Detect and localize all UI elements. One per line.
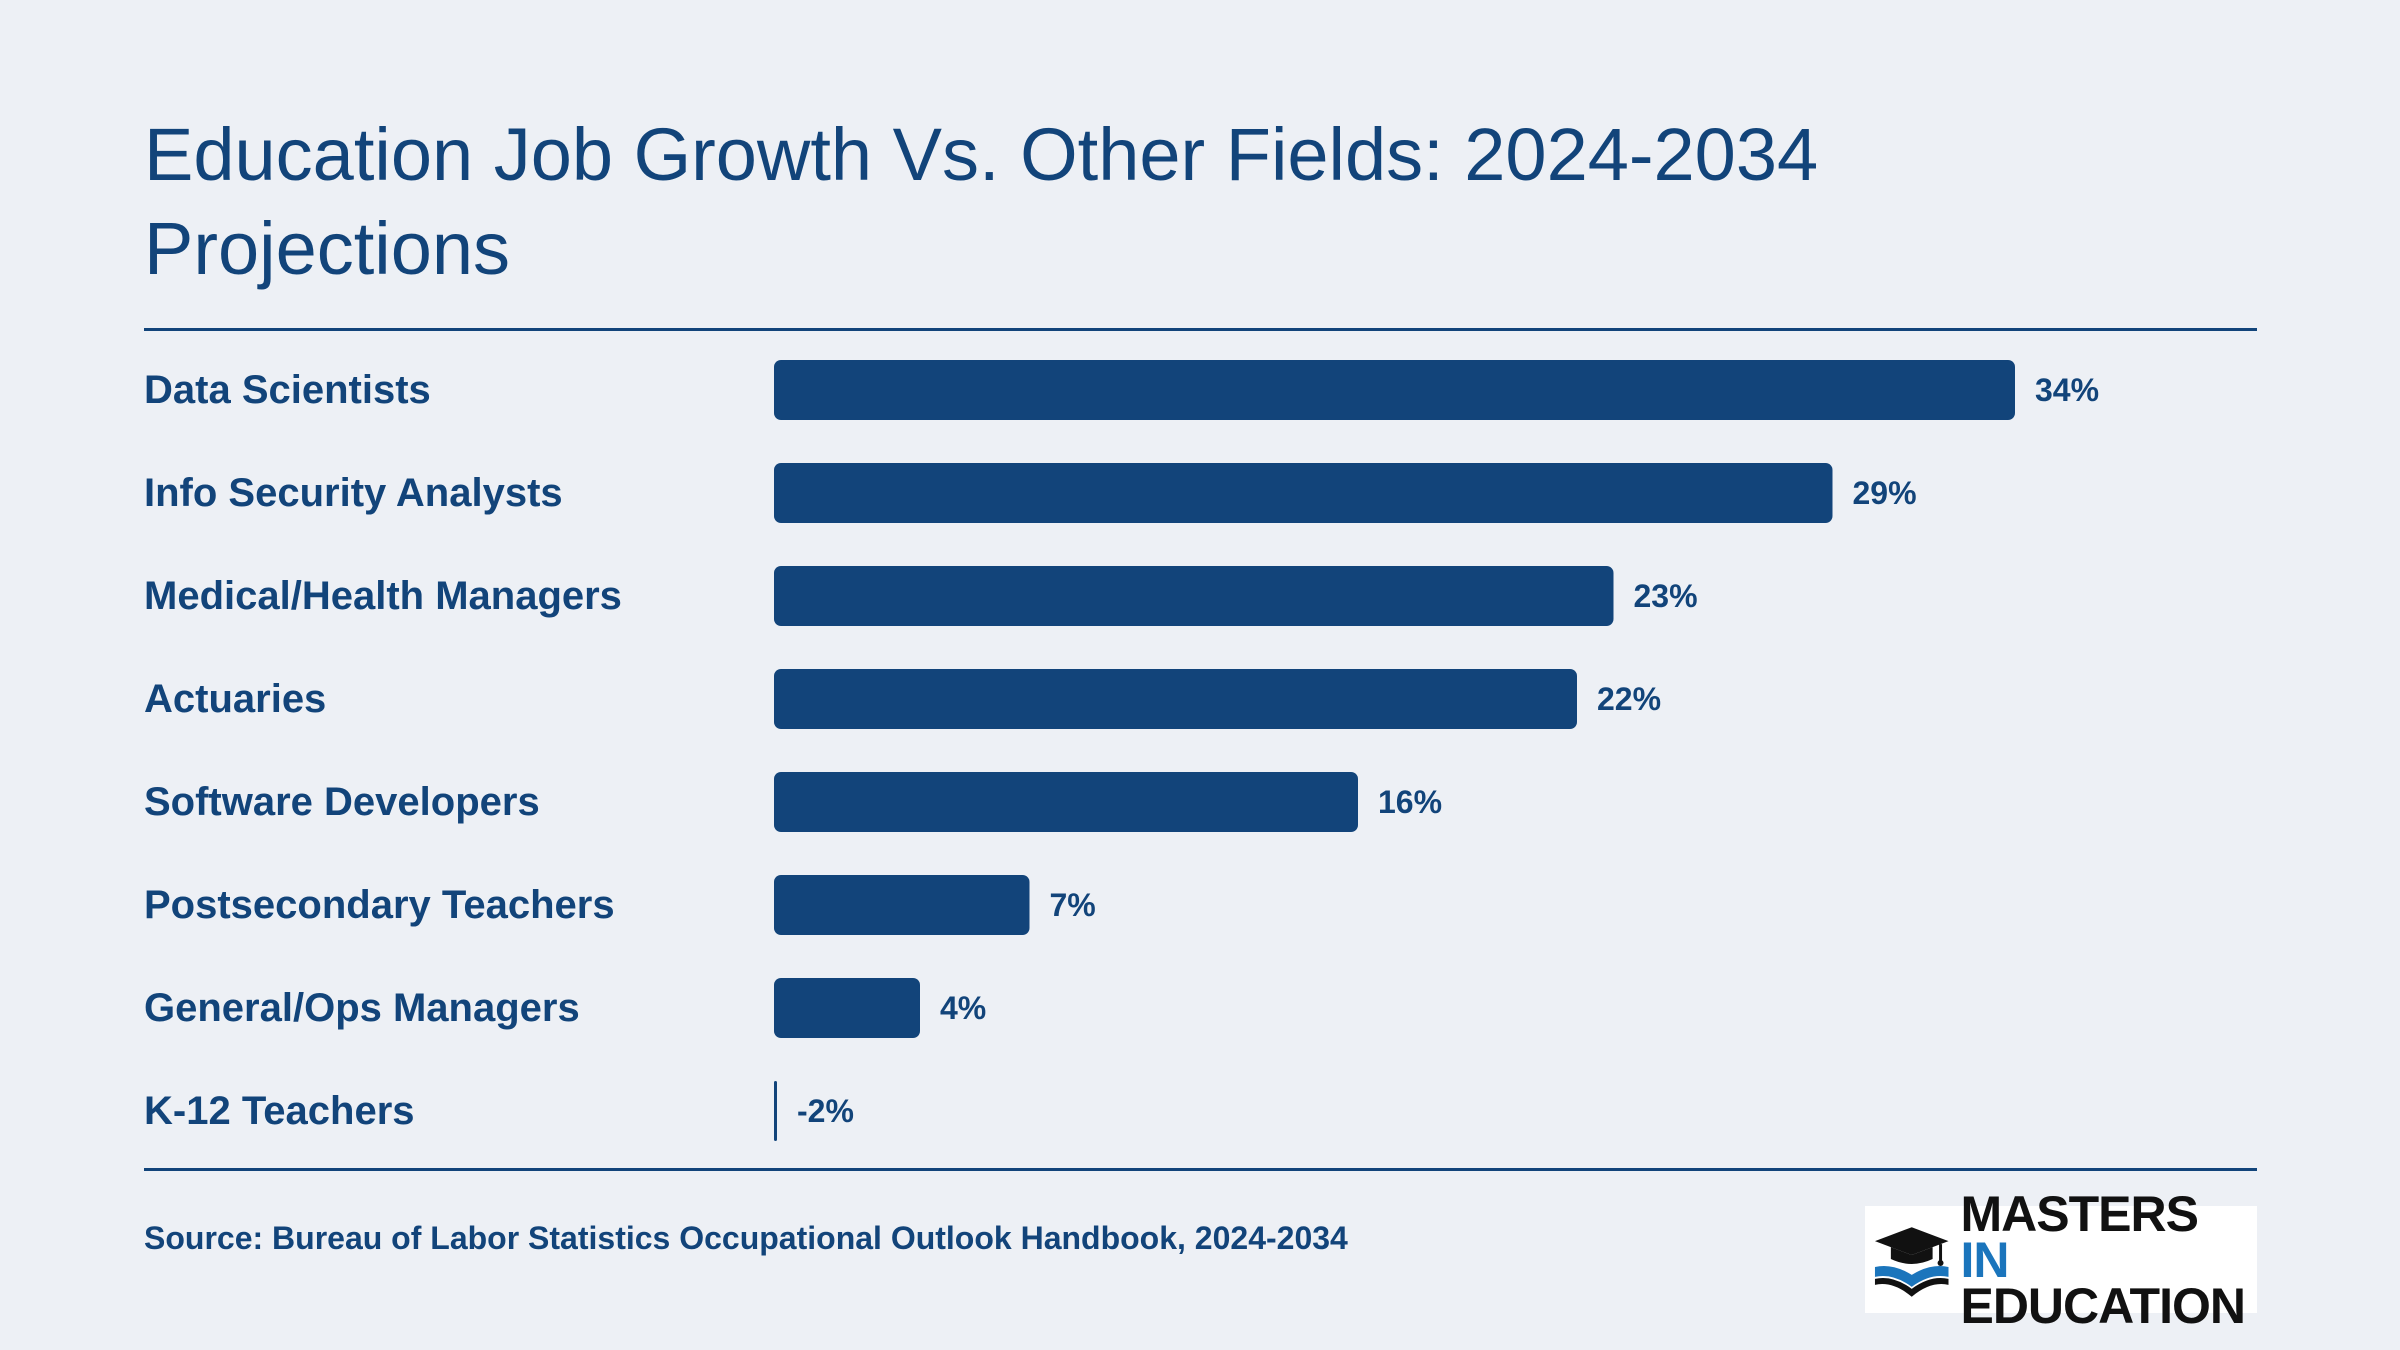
- logo-word-education: EDUCATION: [1960, 1277, 2246, 1334]
- value-label: 16%: [1378, 784, 1442, 820]
- chart-title: Education Job Growth Vs. Other Fields: 2…: [144, 113, 1819, 290]
- category-label: Info Security Analysts: [144, 471, 563, 515]
- graduation-cap-book-icon: [1874, 1226, 1949, 1297]
- category-label: Data Scientists: [144, 368, 431, 412]
- category-label: Software Developers: [144, 780, 540, 824]
- bar: [774, 669, 1577, 729]
- value-label: -2%: [797, 1093, 854, 1129]
- source-note: Source: Bureau of Labor Statistics Occup…: [144, 1220, 1348, 1256]
- value-label: 34%: [2035, 372, 2099, 408]
- bar: [774, 978, 920, 1038]
- value-label: 22%: [1597, 681, 1661, 717]
- value-label: 23%: [1634, 578, 1698, 614]
- logo-word-masters: MASTERS: [1960, 1185, 2198, 1242]
- category-label: K-12 Teachers: [144, 1089, 415, 1133]
- category-label: Medical/Health Managers: [144, 574, 622, 618]
- top-divider: [144, 328, 2257, 331]
- logo-word-in: IN: [1960, 1231, 2009, 1288]
- category-label: General/Ops Managers: [144, 986, 580, 1030]
- bar: [774, 566, 1614, 626]
- bar: [774, 1081, 777, 1141]
- bar: [774, 772, 1358, 832]
- bar: [774, 463, 1833, 523]
- bottom-divider: [144, 1168, 2257, 1171]
- value-label: 29%: [1853, 475, 1917, 511]
- masters-in-education-logo: MASTERS IN EDUCATION: [1865, 1189, 2257, 1331]
- value-label: 4%: [940, 990, 986, 1026]
- bar: [774, 360, 2015, 420]
- category-label: Actuaries: [144, 677, 326, 721]
- value-label: 7%: [1050, 887, 1096, 923]
- bar: [774, 875, 1030, 935]
- category-label: Postsecondary Teachers: [144, 883, 615, 927]
